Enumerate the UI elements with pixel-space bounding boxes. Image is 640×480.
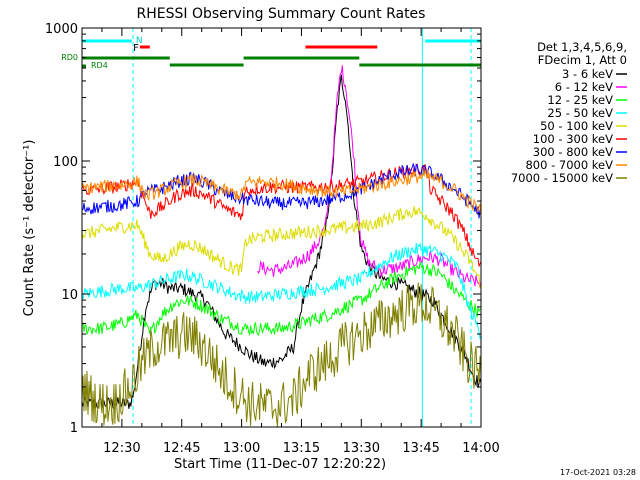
legend-entry-8: 7000 - 15000 keV: [511, 171, 613, 185]
legend: Det 1,3,4,5,6,9,FDecim 1, Att 03 - 6 keV…: [511, 40, 627, 185]
x-tick-label-3: 13:15: [283, 441, 320, 456]
y-axis-label: Count Rate (s⁻¹ detector⁻¹): [22, 140, 37, 317]
y-tick-label-1: 10: [61, 288, 78, 303]
rd4-bullet: [82, 64, 86, 68]
x-tick-label-6: 14:00: [462, 441, 499, 456]
legend-entry-2: 12 - 25 keV: [547, 93, 613, 107]
series-layer: [81, 65, 482, 428]
y-tick-label-0: 1: [70, 421, 78, 436]
legend-header-1: FDecim 1, Att 0: [538, 53, 627, 67]
axes: 12:30 12:45 13:00 13:15 13:30 13:45 14:00 1 10 10…: [45, 22, 500, 456]
legend-entry-6: 300 - 800 keV: [533, 145, 613, 159]
x-tick-label-5: 13:45: [402, 441, 439, 456]
legend-entry-3: 25 - 50 keV: [547, 106, 613, 120]
series-line-7: [81, 168, 482, 215]
legend-entry-0: 3 - 6 keV: [562, 67, 613, 81]
legend-header-0: Det 1,3,4,5,6,9,: [537, 40, 627, 54]
x-tick-label-1: 12:45: [163, 441, 200, 456]
series-line-4: [81, 206, 482, 289]
series-line-0: [81, 74, 482, 409]
x-tick-label-2: 13:00: [223, 441, 260, 456]
legend-entry-5: 100 - 300 keV: [533, 132, 613, 146]
y-tick-label-2: 100: [53, 155, 78, 170]
series-line-1: [257, 65, 482, 289]
timestamp: 17-Oct-2021 03:28: [560, 468, 636, 477]
series-line-8: [81, 282, 482, 428]
chart-title: RHESSI Observing Summary Count Rates: [137, 6, 426, 22]
legend-entry-1: 6 - 12 keV: [555, 80, 613, 94]
series-line-3: [81, 241, 482, 340]
series-line-5: [81, 163, 482, 267]
legend-entry-7: 800 - 7000 keV: [525, 158, 613, 172]
state-label-rd0: RD0: [61, 53, 78, 62]
series-line-2: [81, 261, 482, 337]
state-label-n: N: [136, 36, 143, 46]
state-bars: NF RD0 RD4: [61, 36, 481, 70]
x-tick-label-0: 12:30: [103, 441, 140, 456]
state-label-f: F: [133, 43, 139, 54]
y-tick-label-3: 1000: [45, 22, 78, 37]
series-line-6: [81, 162, 482, 219]
state-label-rd4: RD4: [91, 61, 108, 70]
x-axis-label: Start Time (11-Dec-07 12:20:22): [174, 457, 386, 472]
x-tick-label-4: 13:30: [343, 441, 380, 456]
legend-entry-4: 50 - 100 keV: [540, 119, 613, 133]
